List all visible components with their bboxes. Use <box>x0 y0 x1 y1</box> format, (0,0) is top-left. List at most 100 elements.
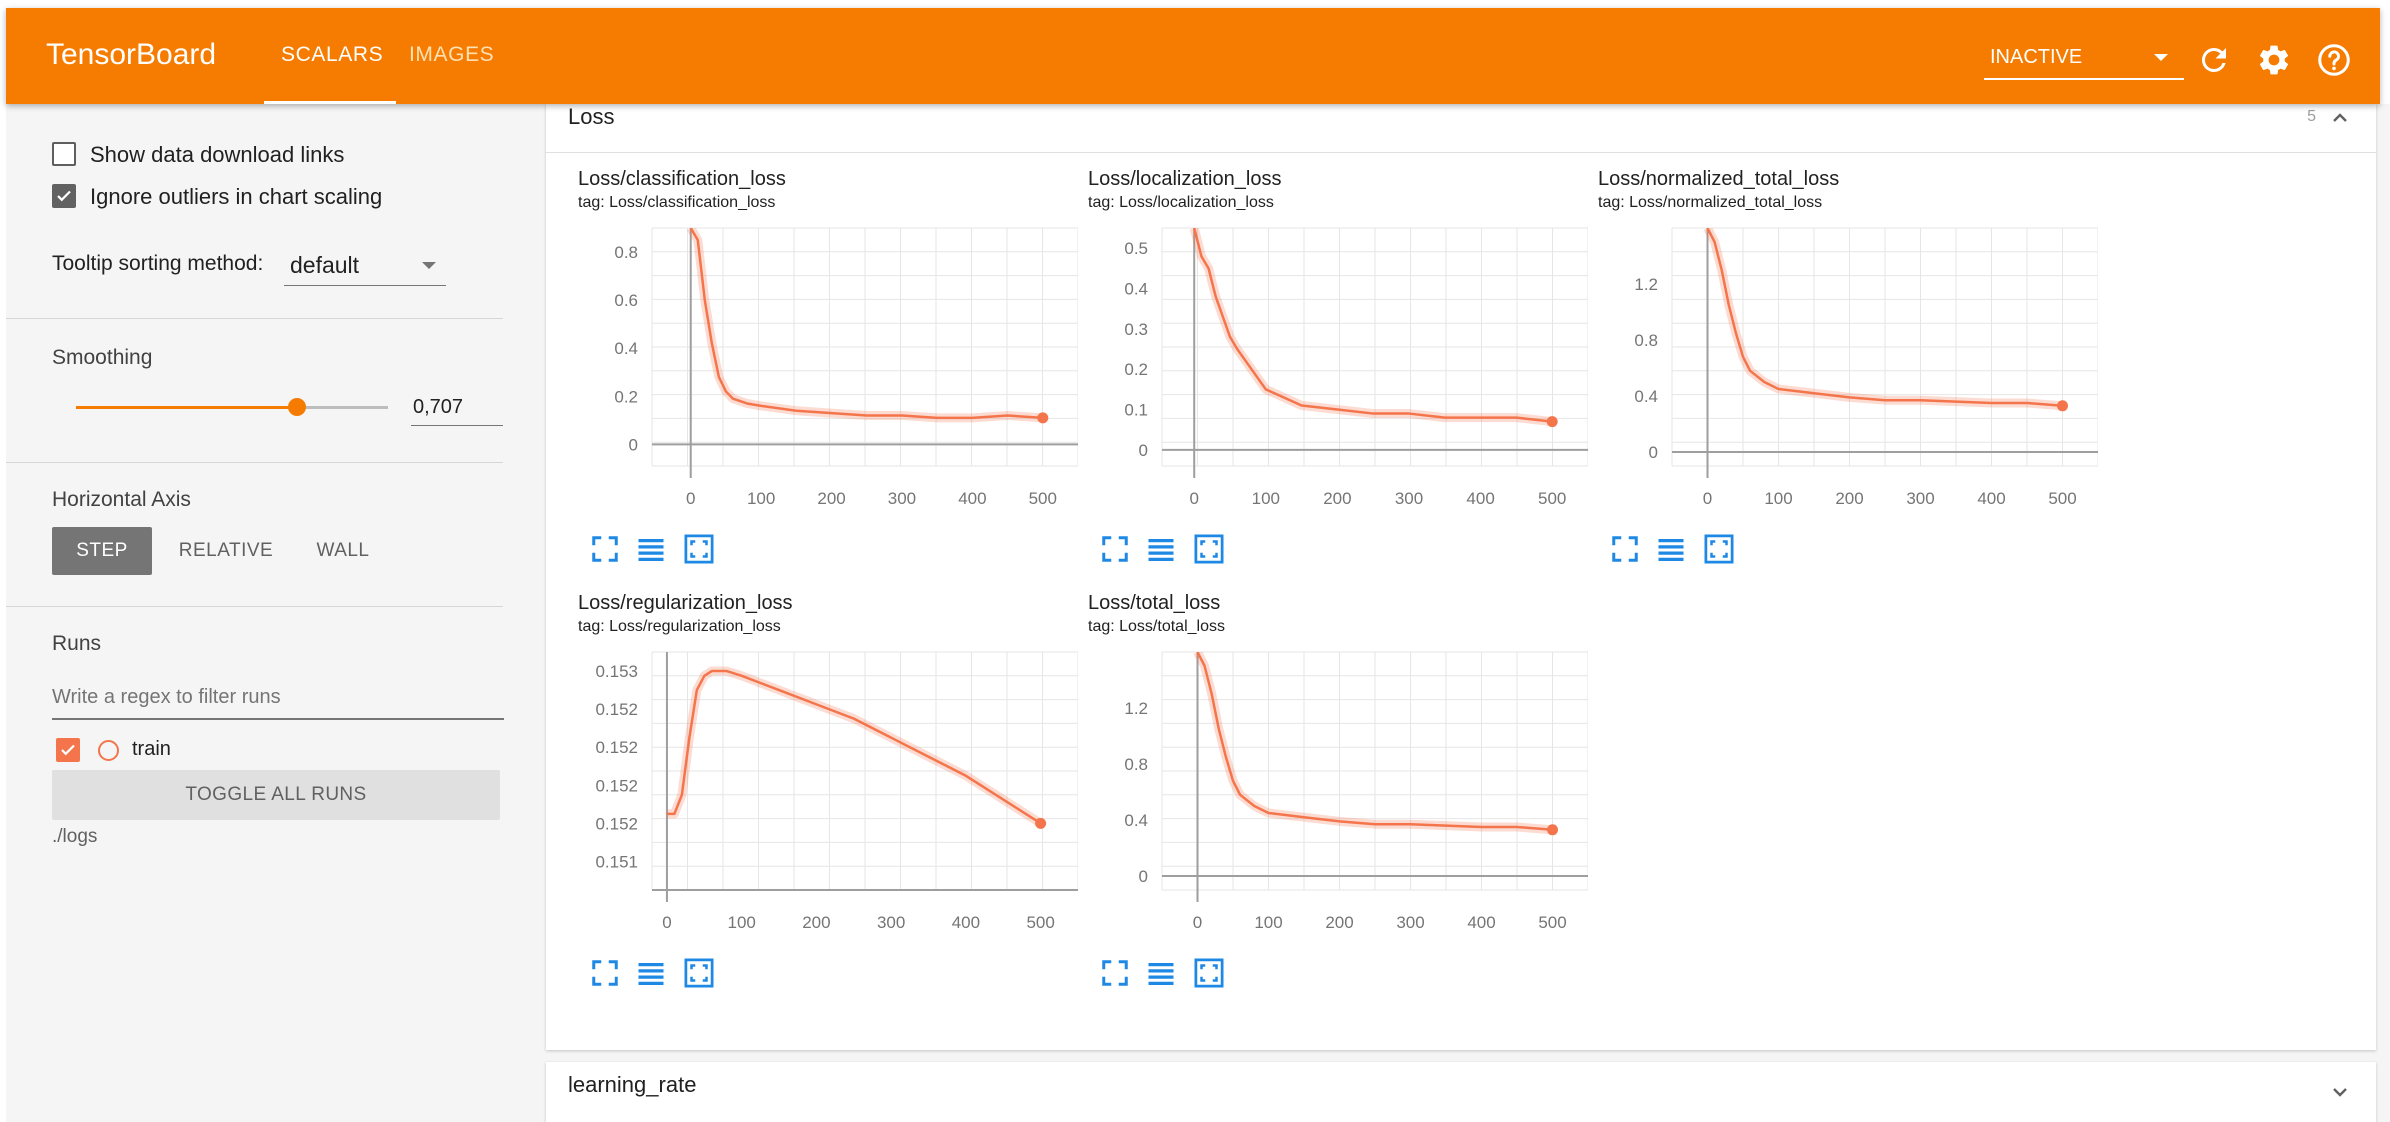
chart-tag: tag: Loss/classification_loss <box>578 194 776 211</box>
y-tick-label: 0.152 <box>595 814 638 833</box>
tooltip-sorting-select[interactable]: default <box>284 246 446 286</box>
chevron-down-icon[interactable] <box>2328 1080 2352 1104</box>
line-chart[interactable]: 0 0.4 0.8 1.2 0 100 200 300 400 500 <box>1088 640 1588 950</box>
y-tick-label: 0.1 <box>1124 401 1148 420</box>
chart-tag: tag: Loss/normalized_total_loss <box>1598 194 1823 211</box>
axis-wall-button[interactable]: WALL <box>316 540 370 561</box>
grid <box>1671 227 2098 467</box>
tooltip-sorting-value: default <box>290 252 360 278</box>
fullscreen-icon[interactable] <box>590 958 620 988</box>
checkmark-icon <box>61 744 75 756</box>
runs-label: Runs <box>52 632 102 655</box>
top-toolbar: TensorBoard SCALARS IMAGES INACTIVE <box>6 8 2380 104</box>
y-tick-label: 0 <box>629 435 638 454</box>
x-tick-label: 100 <box>727 913 755 932</box>
chevron-up-icon[interactable] <box>2328 106 2352 130</box>
chart-card: Loss/normalized_total_loss tag: Loss/norm… <box>1598 168 2098 588</box>
x-tick-label: 200 <box>1835 489 1863 508</box>
series-raw-band <box>1189 228 1553 427</box>
tab-scalars[interactable]: SCALARS <box>281 43 384 66</box>
chart-tag: tag: Loss/regularization_loss <box>578 618 781 635</box>
tooltip-sorting-label: Tooltip sorting method: <box>52 252 264 275</box>
fullscreen-icon[interactable] <box>1100 958 1130 988</box>
fit-domain-icon[interactable] <box>1194 958 1224 988</box>
fullscreen-icon[interactable] <box>1610 534 1640 564</box>
chart-tag: tag: Loss/total_loss <box>1088 618 1225 635</box>
line-chart[interactable]: 0.151 0.152 0.152 0.152 0.152 0.153 0 100 200 300… <box>578 640 1078 950</box>
status-dropdown[interactable]: INACTIVE <box>1984 36 2184 80</box>
show-download-links-checkbox[interactable] <box>52 142 76 166</box>
y-tick-label: 0.6 <box>614 291 638 310</box>
y-tick-label: 0.3 <box>1124 320 1148 339</box>
data-list-icon[interactable] <box>1146 534 1176 564</box>
tab-images[interactable]: IMAGES <box>409 43 495 66</box>
smoothing-slider[interactable] <box>76 398 388 416</box>
loss-section: Loss 5 Loss/classification_loss tag: Loss… <box>546 104 2376 1050</box>
last-point-marker <box>1547 824 1558 836</box>
help-icon[interactable] <box>2316 42 2352 78</box>
axis-relative-button[interactable]: RELATIVE <box>178 540 274 561</box>
y-tick-label: 0.8 <box>1124 755 1148 774</box>
last-point-marker <box>1546 416 1558 428</box>
data-list-icon[interactable] <box>636 958 666 988</box>
y-tick-label: 0.4 <box>1124 811 1148 830</box>
settings-icon[interactable] <box>2256 42 2292 78</box>
y-tick-label: 0.152 <box>595 700 638 719</box>
y-tick-label: 0.152 <box>595 738 638 757</box>
divider <box>6 606 503 607</box>
refresh-icon[interactable] <box>2196 42 2232 78</box>
chevron-down-icon <box>2154 54 2168 61</box>
chart-title: Loss/localization_loss <box>1088 168 1282 190</box>
smoothing-label: Smoothing <box>52 346 153 369</box>
smoothing-slider-fill <box>76 406 297 409</box>
fullscreen-icon[interactable] <box>1100 534 1130 564</box>
fit-domain-icon[interactable] <box>684 958 714 988</box>
x-tick-label: 400 <box>1467 913 1495 932</box>
x-tick-label: 400 <box>1466 489 1494 508</box>
x-tick-label: 300 <box>1396 913 1424 932</box>
y-tick-label: 0.2 <box>1124 360 1148 379</box>
run-train-label: train <box>132 738 171 760</box>
axis-step-button[interactable]: STEP <box>52 527 152 575</box>
fit-domain-icon[interactable] <box>684 534 714 564</box>
run-filter-input[interactable]: Write a regex to filter runs <box>52 678 504 720</box>
last-point-marker <box>2057 400 2068 412</box>
last-point-marker <box>1035 817 1047 829</box>
data-list-icon[interactable] <box>1146 958 1176 988</box>
smoothing-slider-thumb[interactable] <box>287 398 306 416</box>
data-list-icon[interactable] <box>636 534 666 564</box>
grid <box>1161 227 1588 467</box>
y-tick-label: 0.4 <box>614 339 638 358</box>
y-tick-label: 0.4 <box>1634 387 1658 406</box>
chart-title: Loss/normalized_total_loss <box>1598 168 1840 190</box>
x-tick-label: 500 <box>1026 913 1054 932</box>
smoothing-input[interactable]: 0,707 <box>411 390 503 426</box>
toggle-all-runs-button[interactable]: TOGGLE ALL RUNS <box>52 770 500 820</box>
divider <box>6 462 503 463</box>
fit-domain-icon[interactable] <box>1194 534 1224 564</box>
x-tick-label: 100 <box>1254 913 1282 932</box>
fit-domain-icon[interactable] <box>1704 534 1734 564</box>
grid <box>651 651 1078 891</box>
x-tick-label: 400 <box>958 489 986 508</box>
chart-tag: tag: Loss/localization_loss <box>1088 194 1274 211</box>
ignore-outliers-checkbox[interactable] <box>52 184 76 208</box>
y-tick-label: 0.153 <box>595 662 638 681</box>
x-tick-label: 200 <box>1325 913 1353 932</box>
line-chart[interactable]: 0 0.1 0.2 0.3 0.4 0.5 0 100 200 300 400 500 <box>1088 216 1588 526</box>
y-tick-label: 0.8 <box>614 243 638 262</box>
y-tick-label: 0 <box>1649 443 1658 462</box>
x-tick-label: 400 <box>952 913 980 932</box>
y-tick-label: 0.152 <box>595 776 638 795</box>
main-content: Loss 5 Loss/classification_loss tag: Loss… <box>546 104 2390 1122</box>
line-chart[interactable]: 0 0.4 0.8 1.2 0 100 200 300 400 500 <box>1598 216 2098 526</box>
fullscreen-icon[interactable] <box>590 534 620 564</box>
chart-card: Loss/regularization_loss tag: Loss/regula… <box>578 592 1078 1012</box>
y-tick-label: 0 <box>1139 441 1148 460</box>
run-train-checkbox[interactable] <box>56 738 80 762</box>
x-tick-label: 400 <box>1977 489 2005 508</box>
line-chart[interactable]: 0 0.2 0.4 0.6 0.8 0 100 200 300 400 500 <box>578 216 1078 526</box>
data-list-icon[interactable] <box>1656 534 1686 564</box>
x-tick-label: 200 <box>1323 489 1351 508</box>
y-tick-label: 0.2 <box>614 387 638 406</box>
